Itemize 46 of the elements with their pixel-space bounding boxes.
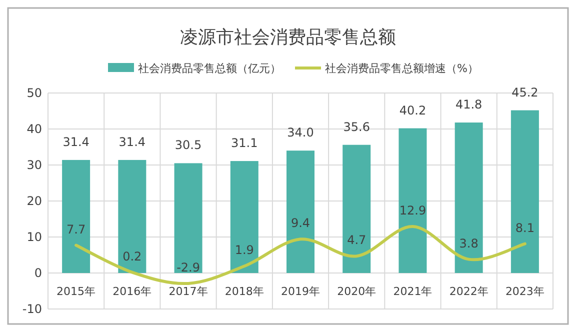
x-tick-label: 2018年: [224, 285, 264, 298]
bar: [118, 160, 146, 273]
x-tick-label: 2022年: [449, 285, 488, 298]
x-tick-label: 2021年: [393, 285, 432, 298]
y-tick-label: 20: [26, 194, 42, 208]
bar: [510, 110, 539, 273]
data-label: -2.9: [176, 260, 200, 274]
legend-label: 社会消费品零售总额（亿元）: [138, 62, 281, 75]
x-tick-label: 2016年: [112, 285, 152, 298]
data-label: 8.1: [515, 220, 534, 235]
data-label: 41.8: [455, 98, 482, 112]
y-tick-label: 40: [26, 122, 42, 136]
chart-title: 凌源市社会消费品零售总额: [180, 27, 396, 48]
data-label: 1.9: [234, 243, 254, 258]
data-label: 45.2: [512, 85, 538, 100]
bar: [174, 163, 202, 273]
data-label: 31.1: [231, 136, 258, 150]
bar: [398, 128, 427, 273]
data-label: 31.4: [118, 134, 146, 149]
y-tick-label: 30: [26, 158, 42, 172]
x-tick-label: 2019年: [281, 285, 320, 298]
bar: [62, 160, 90, 273]
data-label: 31.4: [62, 134, 90, 149]
x-tick-label: 2015年: [56, 285, 96, 298]
y-tick-label: 10: [26, 230, 42, 244]
y-tick-label: -10: [22, 302, 42, 316]
bar: [286, 150, 314, 273]
bar: [230, 161, 258, 273]
data-label: 30.5: [174, 138, 202, 152]
y-tick-label: 50: [26, 86, 42, 100]
data-label: 34.0: [287, 126, 314, 140]
data-label: 7.7: [66, 222, 86, 236]
bar: [454, 122, 483, 273]
data-label: 3.8: [459, 236, 478, 250]
data-label: 0.2: [122, 249, 142, 264]
x-tick-label: 2020年: [337, 285, 376, 298]
x-tick-label: 2023年: [505, 285, 544, 298]
legend-label: 社会消费品零售总额增速（%）: [325, 62, 478, 75]
data-label: 35.6: [343, 120, 370, 134]
data-label: 40.2: [399, 103, 426, 118]
bar: [342, 144, 371, 273]
data-label: 9.4: [290, 216, 310, 230]
data-label: 12.9: [399, 204, 426, 218]
x-tick-label: 2017年: [168, 285, 208, 298]
data-label: 4.7: [347, 233, 366, 248]
y-tick-label: 0: [34, 266, 42, 280]
